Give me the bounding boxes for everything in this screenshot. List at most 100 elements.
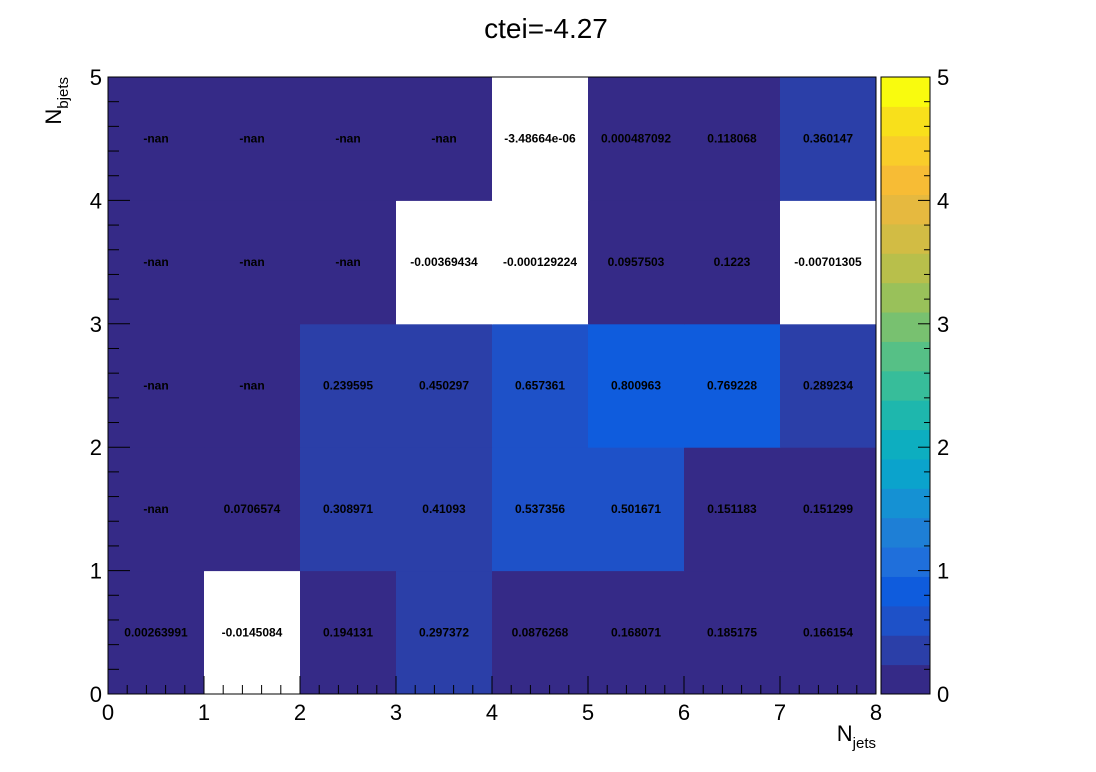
cell-value-label: 0.00263991 — [124, 625, 188, 639]
heatmap-cell — [684, 323, 781, 448]
heatmap-cell — [300, 77, 397, 201]
color-scale-frame — [880, 76, 931, 695]
color-scale-tick-label: 2 — [937, 435, 949, 460]
color-scale-tick-label: 5 — [937, 65, 949, 90]
heatmap-cell — [300, 570, 397, 695]
x-tick-label: 0 — [102, 700, 114, 725]
heatmap-cell — [780, 447, 877, 572]
cell-value-label: 0.501671 — [611, 502, 661, 516]
y-tick-label: 4 — [90, 188, 102, 213]
heatmap-cell — [492, 447, 589, 572]
heatmap-cell — [588, 447, 685, 572]
heatmap-cell — [396, 570, 493, 695]
cell-value-label: -nan — [143, 379, 168, 393]
cell-value-label: 0.0957503 — [608, 255, 665, 269]
cell-value-label: 0.000487092 — [601, 132, 671, 146]
heatmap-cell — [780, 323, 877, 448]
heatmap-cell — [204, 447, 301, 572]
color-scale-swatch — [881, 605, 930, 636]
y-tick-label: 5 — [90, 65, 102, 90]
heatmap-cell — [684, 77, 781, 201]
cell-value-label: 0.360147 — [803, 132, 853, 146]
heatmap-cell — [396, 447, 493, 572]
cell-value-label: 0.537356 — [515, 502, 565, 516]
cell-value-label: 0.800963 — [611, 379, 661, 393]
heatmap-cell — [204, 570, 301, 695]
color-scale-tick-label: 4 — [937, 188, 949, 213]
x-tick-label: 2 — [294, 700, 306, 725]
color-scale-swatch — [881, 429, 930, 460]
cell-value-label: 0.1223 — [714, 255, 751, 269]
heatmap-cell — [492, 323, 589, 448]
color-scale-swatch — [881, 282, 930, 313]
cell-value-label: -3.48664e-06 — [504, 132, 576, 146]
color-scale-tick-labels: 0 1 2 3 4 5 — [937, 65, 949, 707]
y-tick-label: 3 — [90, 312, 102, 337]
color-scale-tick-label: 1 — [937, 559, 949, 584]
color-scale-swatch — [881, 664, 930, 695]
cell-value-label: -0.00369434 — [410, 255, 478, 269]
cell-value-label: -nan — [143, 132, 168, 146]
cell-value-label: -nan — [239, 132, 264, 146]
cell-value-label: -nan — [335, 132, 360, 146]
heatmap-cell — [108, 77, 205, 201]
x-axis-tick-labels: 0 1 2 3 4 5 6 7 8 — [102, 700, 882, 725]
heatmap-cell — [204, 323, 301, 448]
x-tick-label: 4 — [486, 700, 498, 725]
chart-title: ctei=-4.27 — [484, 13, 608, 44]
heatmap-cell — [108, 200, 205, 325]
color-scale-swatch — [881, 517, 930, 548]
heatmap-cell — [492, 570, 589, 695]
cell-value-label: 0.239595 — [323, 379, 373, 393]
color-scale-tick-label: 3 — [937, 312, 949, 337]
color-scale-tick-label: 0 — [937, 682, 949, 707]
heatmap-cell — [780, 77, 877, 201]
heatmap-cell — [492, 200, 589, 325]
cell-value-label: 0.308971 — [323, 502, 373, 516]
cell-value-label: -0.0145084 — [222, 625, 283, 639]
cell-value-label: 0.118068 — [707, 132, 757, 146]
heatmap-cell — [300, 200, 397, 325]
heatmap-cell — [780, 200, 877, 325]
color-scale-swatch — [881, 312, 930, 342]
cell-value-label: -nan — [143, 255, 168, 269]
cell-value-label: 0.166154 — [803, 625, 853, 639]
cell-value-label: 0.41093 — [422, 502, 466, 516]
cell-value-label: 0.185175 — [707, 625, 757, 639]
x-tick-label: 7 — [774, 700, 786, 725]
cell-value-label: 0.151183 — [707, 502, 757, 516]
cell-value-label: -nan — [431, 132, 456, 146]
heatmap-cell — [492, 77, 589, 201]
color-scale-ticks — [918, 76, 930, 695]
color-scale-swatch — [881, 400, 930, 431]
x-axis-label: Njets — [837, 721, 876, 752]
x-tick-label: 1 — [198, 700, 210, 725]
color-scale-swatch — [881, 458, 930, 489]
axis-ticks — [107, 76, 877, 695]
cell-value-label: -nan — [143, 502, 168, 516]
heatmap-cell — [108, 447, 205, 572]
cell-labels: 0.00263991 -0.0145084 0.194131 0.297372 0.08… — [124, 132, 862, 640]
cell-value-label: 0.769228 — [707, 379, 757, 393]
heatmap-cell — [588, 200, 685, 325]
heatmap-cell — [300, 323, 397, 448]
heatmap-cell — [396, 77, 493, 201]
heatmap-cell — [684, 570, 781, 695]
heatmap-cell — [108, 570, 205, 695]
color-scale-swatch — [881, 77, 930, 107]
color-scale-swatch — [881, 635, 930, 666]
heatmap-cell — [588, 77, 685, 201]
cell-value-label: 0.289234 — [803, 379, 853, 393]
color-scale-swatch — [881, 165, 930, 196]
cell-value-label: 0.297372 — [419, 625, 469, 639]
color-scale-swatch — [881, 547, 930, 577]
color-scale-swatch — [881, 341, 930, 372]
heatmap-cell — [396, 323, 493, 448]
color-scale-swatch — [881, 253, 930, 284]
heatmap-cell — [204, 77, 301, 201]
cell-value-label: 0.450297 — [419, 379, 469, 393]
cell-value-label: -nan — [239, 255, 264, 269]
heatmap-cell — [204, 200, 301, 325]
x-tick-label: 3 — [390, 700, 402, 725]
heatmap-cell — [588, 570, 685, 695]
